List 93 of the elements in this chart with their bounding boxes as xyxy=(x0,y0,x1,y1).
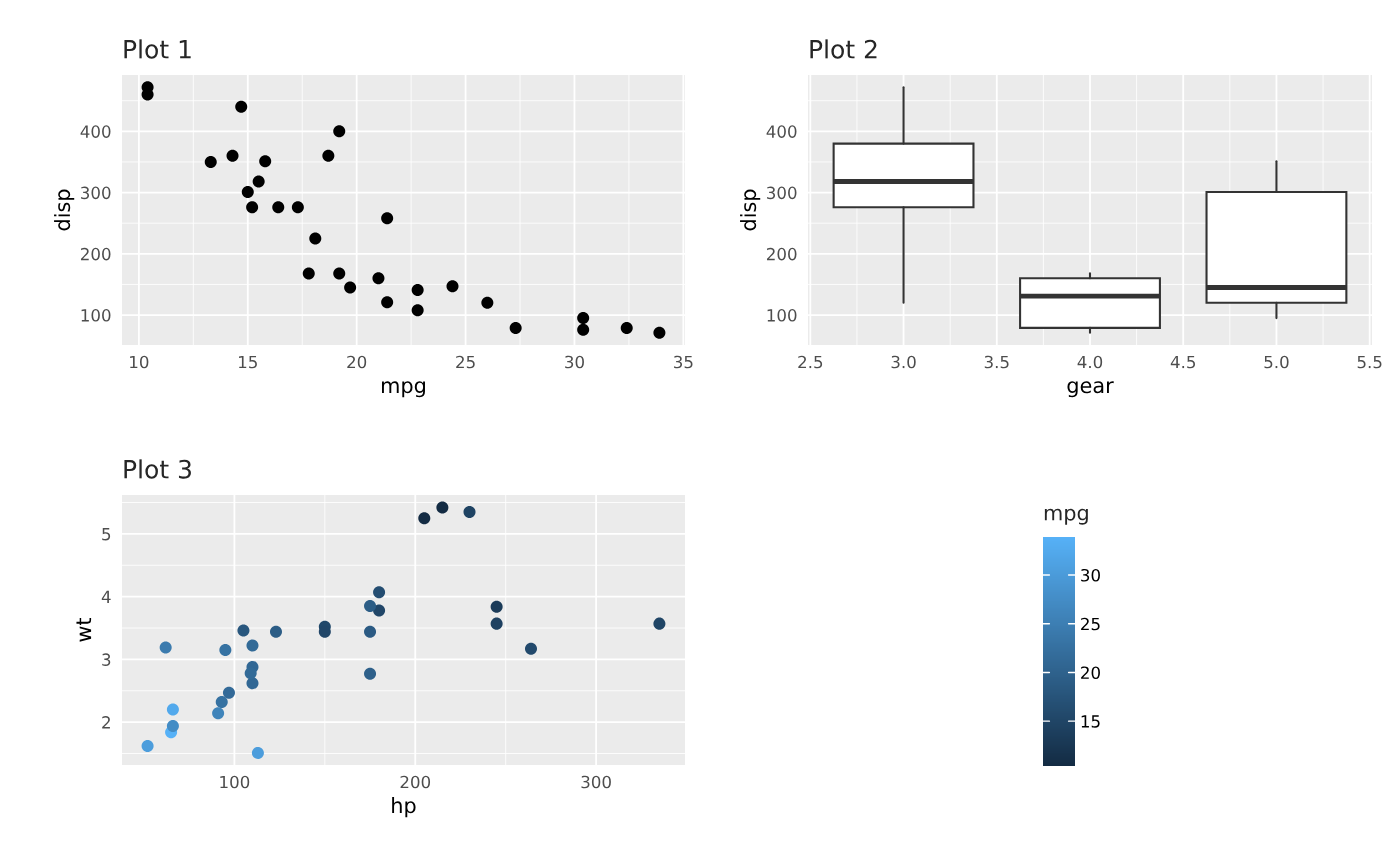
color-bar-title: mpg xyxy=(1044,508,1088,525)
y-tick-label: 200 xyxy=(80,247,111,261)
point xyxy=(291,201,304,214)
y-tick-label: 5 xyxy=(102,528,111,541)
y-tick-label: 100 xyxy=(81,309,111,322)
point xyxy=(166,703,179,716)
chart-title: Plot 3 xyxy=(124,459,191,479)
y-axis-title: disp xyxy=(740,189,761,231)
x-tick-label: 4.5 xyxy=(1170,355,1196,369)
point xyxy=(446,280,459,293)
x-tick-label: 30 xyxy=(565,355,584,369)
point xyxy=(259,155,272,168)
y-axis-title: wt xyxy=(76,617,92,642)
x-axis-title: hp xyxy=(392,797,416,818)
point xyxy=(333,267,346,280)
point xyxy=(364,667,377,680)
point xyxy=(364,625,377,638)
point xyxy=(509,321,522,334)
point xyxy=(411,304,424,317)
point xyxy=(372,272,385,285)
point xyxy=(241,185,254,198)
x-tick-label: 3.5 xyxy=(984,355,1009,369)
point xyxy=(653,617,666,630)
point xyxy=(272,201,285,214)
point xyxy=(159,641,172,654)
point xyxy=(653,326,666,339)
point xyxy=(219,643,232,656)
point xyxy=(463,505,476,518)
point xyxy=(246,639,259,652)
point xyxy=(344,281,357,294)
point xyxy=(269,625,283,638)
point xyxy=(222,686,235,699)
y-tick-label: 400 xyxy=(80,125,111,138)
y-tick-label: 300 xyxy=(767,186,797,200)
x-tick-label: 2.5 xyxy=(798,355,823,369)
point xyxy=(235,100,248,113)
chart-title: Plot 1 xyxy=(124,39,191,59)
point xyxy=(226,149,239,162)
x-tick-label: 25 xyxy=(456,355,475,369)
point xyxy=(418,512,431,525)
point xyxy=(237,624,250,637)
y-tick-label: 2 xyxy=(102,716,110,729)
point xyxy=(436,501,449,514)
point xyxy=(302,267,315,280)
y-tick-label: 3 xyxy=(102,653,111,666)
chart-title: Plot 2 xyxy=(810,39,877,59)
point xyxy=(252,175,265,188)
point xyxy=(322,149,335,162)
point xyxy=(577,312,590,325)
x-tick-label: 100 xyxy=(220,775,250,789)
point xyxy=(251,746,264,759)
point xyxy=(373,586,386,599)
point xyxy=(490,600,503,613)
point xyxy=(333,125,346,138)
point xyxy=(166,719,179,732)
y-axis-title: disp xyxy=(54,189,75,231)
point xyxy=(212,707,225,720)
color-bar-label: 20 xyxy=(1081,666,1100,680)
x-tick-label: 300 xyxy=(581,775,611,789)
y-tick-label: 200 xyxy=(766,247,797,261)
point xyxy=(577,323,590,336)
x-tick-label: 200 xyxy=(400,775,431,789)
point xyxy=(204,155,217,168)
x-tick-label: 35 xyxy=(674,355,693,369)
point xyxy=(141,739,154,752)
x-axis-title: gear xyxy=(1067,381,1114,398)
color-bar-label: 25 xyxy=(1081,617,1100,631)
point xyxy=(246,201,259,214)
point xyxy=(381,212,394,225)
x-tick-label: 3.0 xyxy=(891,355,916,369)
point xyxy=(411,283,424,296)
point xyxy=(364,600,377,613)
color-bar-label: 30 xyxy=(1081,568,1100,582)
color-bar-label: 15 xyxy=(1081,715,1100,728)
point xyxy=(309,232,322,245)
point xyxy=(620,321,633,334)
point xyxy=(381,296,394,309)
y-tick-label: 100 xyxy=(767,309,797,322)
x-axis-title: mpg xyxy=(382,381,425,398)
x-tick-label: 15 xyxy=(239,355,257,369)
point xyxy=(215,696,228,709)
x-tick-label: 5.5 xyxy=(1357,355,1382,369)
point xyxy=(481,296,494,309)
y-tick-label: 400 xyxy=(766,125,797,138)
x-tick-label: 10 xyxy=(130,355,149,369)
x-tick-label: 4.0 xyxy=(1077,355,1103,369)
point xyxy=(524,642,538,655)
y-tick-label: 4 xyxy=(101,590,111,603)
point xyxy=(490,617,503,630)
x-tick-label: 20 xyxy=(347,355,367,369)
point xyxy=(244,667,257,680)
y-tick-label: 300 xyxy=(81,186,111,200)
x-tick-label: 5.0 xyxy=(1264,355,1289,369)
